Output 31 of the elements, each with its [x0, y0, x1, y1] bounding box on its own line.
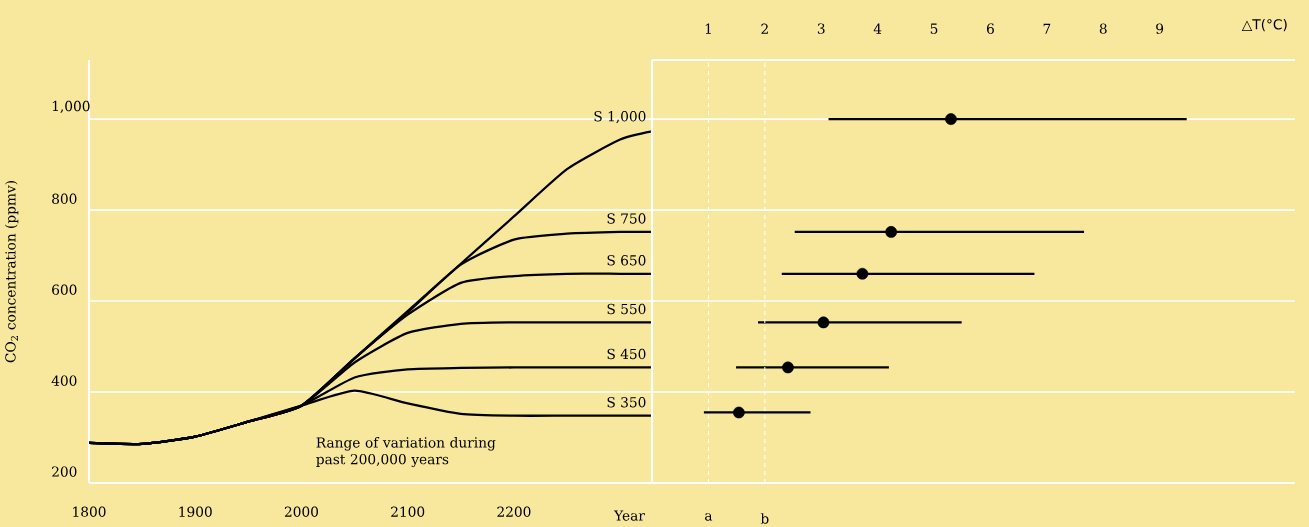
- series-label: S 650: [607, 255, 646, 266]
- series-label: S 350: [607, 397, 646, 408]
- x-tick-label: 6: [986, 23, 994, 34]
- x-tick-label: 7: [1043, 23, 1051, 34]
- annotation: Range of variation during past 200,000 years: [316, 437, 496, 468]
- x-tick-label: 2200: [497, 506, 531, 517]
- x-tick-label: 8: [1099, 23, 1107, 34]
- y-axis-title: CO$_{2}$ concentration (ppmv): [5, 181, 19, 363]
- x-tick-label: 4: [873, 23, 882, 34]
- y-tick-label: 200: [52, 466, 77, 477]
- y-tick-label: 1,000: [52, 100, 90, 113]
- x-tick-label: 2100: [391, 506, 425, 517]
- x-tick-label: 2000: [284, 506, 319, 517]
- x-tick-label: 9: [1156, 23, 1164, 34]
- x-tick-label: 3: [817, 23, 825, 34]
- series-label: S 550: [607, 303, 646, 315]
- x-axis-title: △T(°C): [1241, 18, 1287, 32]
- series-label: S 1,000: [594, 111, 646, 124]
- y-tick-label: 400: [51, 375, 77, 386]
- ref-line-label: a: [705, 513, 713, 521]
- y-tick-label: 600: [52, 284, 77, 295]
- x-tick-label: 1: [705, 23, 711, 34]
- series-label: S 750: [607, 213, 646, 224]
- x-tick-label: 5: [930, 23, 938, 34]
- x-tick-label: 1900: [179, 506, 212, 517]
- x-tick-label: 1800: [73, 506, 106, 517]
- y-tick-label: 800: [52, 193, 77, 204]
- series-label: S 450: [607, 348, 646, 360]
- ref-line-label: b: [760, 513, 769, 524]
- x-axis-title: Year: [613, 510, 645, 521]
- x-tick-label: 2: [761, 23, 768, 34]
